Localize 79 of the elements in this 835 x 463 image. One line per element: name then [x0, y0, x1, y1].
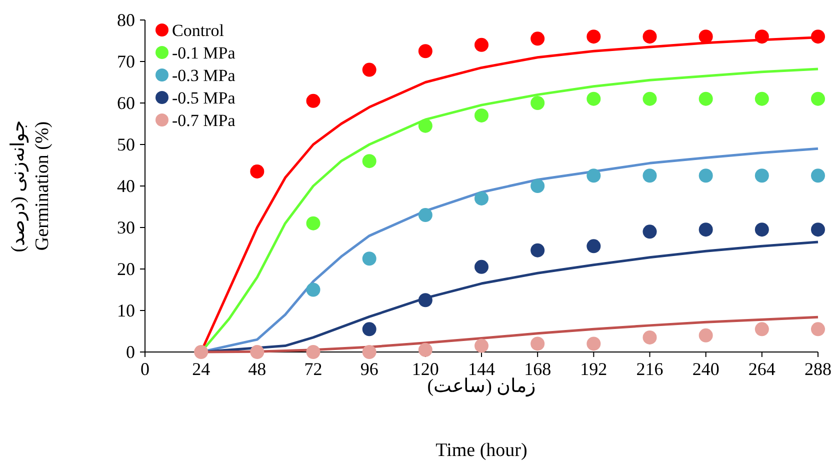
point — [642, 168, 657, 183]
point — [642, 224, 657, 239]
x-tick-label: 72 — [304, 359, 322, 379]
point — [586, 168, 601, 183]
point — [586, 336, 601, 351]
point — [418, 293, 432, 308]
point — [530, 243, 545, 258]
point — [530, 32, 545, 46]
x-tick-label: 288 — [804, 359, 832, 379]
x-tick-label: 192 — [580, 359, 608, 379]
point — [642, 330, 657, 344]
point — [754, 92, 769, 106]
point — [811, 92, 825, 106]
point — [362, 154, 376, 168]
point — [754, 222, 769, 237]
point — [418, 342, 432, 357]
point — [474, 38, 488, 52]
point — [811, 222, 825, 237]
x-tick-label: 168 — [524, 359, 552, 379]
point — [362, 62, 376, 77]
point — [754, 322, 769, 336]
point — [530, 179, 545, 193]
point — [194, 345, 208, 359]
point — [754, 30, 769, 44]
point — [698, 168, 713, 183]
legend-label: -0.3 MPa — [172, 66, 236, 85]
point — [586, 30, 601, 44]
x-tick-label: 216 — [636, 359, 664, 379]
point — [530, 336, 545, 351]
point — [530, 96, 545, 110]
x-tick-label: 240 — [692, 359, 720, 379]
point — [362, 252, 376, 266]
point — [250, 345, 264, 359]
x-tick-label: 48 — [248, 359, 266, 379]
point — [474, 108, 488, 122]
point — [474, 260, 488, 274]
point — [811, 322, 825, 336]
y-tick-label: 70 — [117, 52, 135, 72]
point — [306, 345, 320, 359]
x-tick-label: 24 — [192, 359, 210, 379]
point — [586, 92, 601, 106]
y-tick-label: 30 — [117, 218, 135, 238]
y-tick-label: 40 — [117, 176, 135, 196]
point — [698, 222, 713, 237]
point — [362, 345, 376, 359]
point — [362, 322, 376, 336]
y-tick-label: 10 — [117, 300, 135, 320]
point — [811, 30, 825, 44]
legend-label: -0.5 MPa — [172, 88, 236, 108]
point — [418, 44, 432, 58]
point — [754, 168, 769, 183]
point — [418, 208, 432, 222]
y-tick-label: 80 — [117, 10, 135, 30]
point — [586, 239, 601, 254]
point — [811, 168, 825, 183]
x-tick-label: 264 — [748, 359, 776, 379]
point — [306, 216, 320, 230]
x-tick-label: 0 — [140, 359, 150, 379]
y-tick-label: 20 — [117, 259, 135, 279]
y-tick-label: 0 — [126, 342, 135, 362]
point — [474, 191, 488, 206]
point — [698, 92, 713, 106]
point — [698, 328, 713, 342]
point — [306, 94, 320, 108]
point — [642, 30, 657, 44]
point — [642, 92, 657, 106]
point — [418, 118, 432, 133]
legend-label: -0.1 MPa — [172, 44, 236, 62]
legend-label: Control — [172, 21, 224, 40]
x-tick-label: 144 — [468, 359, 495, 379]
point — [698, 30, 713, 44]
point — [250, 164, 264, 178]
x-tick-label: 96 — [360, 359, 378, 379]
x-tick-label: 120 — [412, 359, 439, 379]
legend-label: -0.7 MPa — [172, 111, 236, 130]
y-tick-label: 50 — [117, 134, 135, 154]
point — [306, 282, 320, 297]
y-tick-label: 60 — [117, 93, 135, 113]
point — [474, 338, 488, 353]
